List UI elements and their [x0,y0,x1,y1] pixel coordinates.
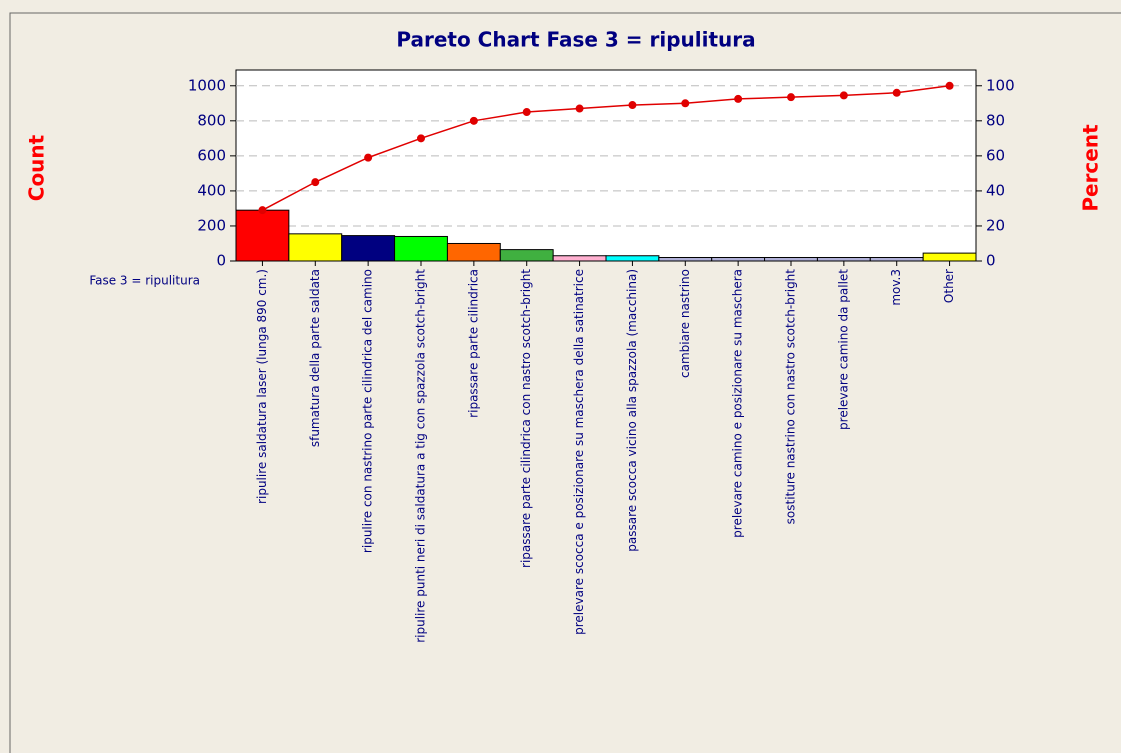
x-tick-label: passare scocca vicino alla spazzola (mac… [625,269,639,552]
y-tick-label: 400 [197,181,226,199]
y2-tick-label: 40 [986,181,1005,199]
x-tick-label: prelevare camino da pallet [836,269,850,430]
x-tick-label: sostiture nastrino con nastro scotch-bri… [784,269,798,525]
y2-tick-label: 80 [986,111,1005,129]
y2-tick-label: 20 [986,216,1005,234]
bar [341,235,396,262]
bar [235,209,290,262]
cumulative-point [945,81,954,90]
bar [658,256,713,262]
cumulative-point [311,178,320,187]
cumulative-point [681,99,690,108]
y2-tick-label: 100 [986,76,1015,94]
cumulative-point [417,134,425,143]
x-tick-label: ripassare parte cilindrica con nastro sc… [519,269,533,568]
x-tick-label: ripassare parte cilindrica [466,269,480,418]
x-axis-label: Fase 3 = ripulitura [89,274,200,288]
x-tick-label: ripulire punti neri di saldatura a tig c… [414,269,428,643]
x-tick-label: prelevare camino e posizionare su masche… [731,269,745,538]
cumulative-point [258,206,267,215]
cumulative-point [364,153,373,162]
bar [922,252,977,262]
bar [605,255,660,262]
bar [764,256,818,262]
cumulative-point [839,91,848,100]
bar [394,235,448,262]
y-tick-label: 800 [197,111,226,129]
plot-area [235,69,977,262]
cumulative-point [575,104,584,113]
y2-tick-label: 60 [986,146,1005,164]
y-axis-label: Count [25,134,49,201]
x-tick-label: Other [942,269,956,303]
cumulative-point [734,94,743,103]
x-tick-label: sfumatura della parte saldata [308,269,322,447]
chart-title: Pareto Chart Fase 3 = ripulitura [396,28,755,52]
bar [288,233,343,262]
cumulative-point [522,108,531,117]
bar [552,255,607,262]
y-tick-label: 1000 [188,76,226,94]
y-tick-label: 0 [216,252,226,270]
y-tick-label: 600 [197,146,226,164]
x-tick-label: cambiare nastrino [678,269,692,378]
x-tick-label: prelevare scocca e posizionare su masche… [572,269,586,635]
cumulative-point [787,93,795,102]
x-tick-label: mov.3 [889,269,903,306]
cumulative-point [628,101,637,110]
y-tick-label: 200 [197,216,226,234]
y2-tick-label: 0 [986,252,996,270]
cumulative-line [262,85,950,211]
x-tick-label: ripulire saldatura laser (lunga 890 cm.) [255,269,269,504]
bar [499,249,554,262]
x-tick-label: ripulire con nastrino parte cilindrica d… [361,269,375,553]
bar [869,256,924,262]
bar [711,256,766,262]
bar [816,256,871,262]
y2-axis-label: Percent [1079,124,1103,212]
cumulative-point [892,88,901,97]
cumulative-point [469,116,478,125]
bar [446,242,501,262]
